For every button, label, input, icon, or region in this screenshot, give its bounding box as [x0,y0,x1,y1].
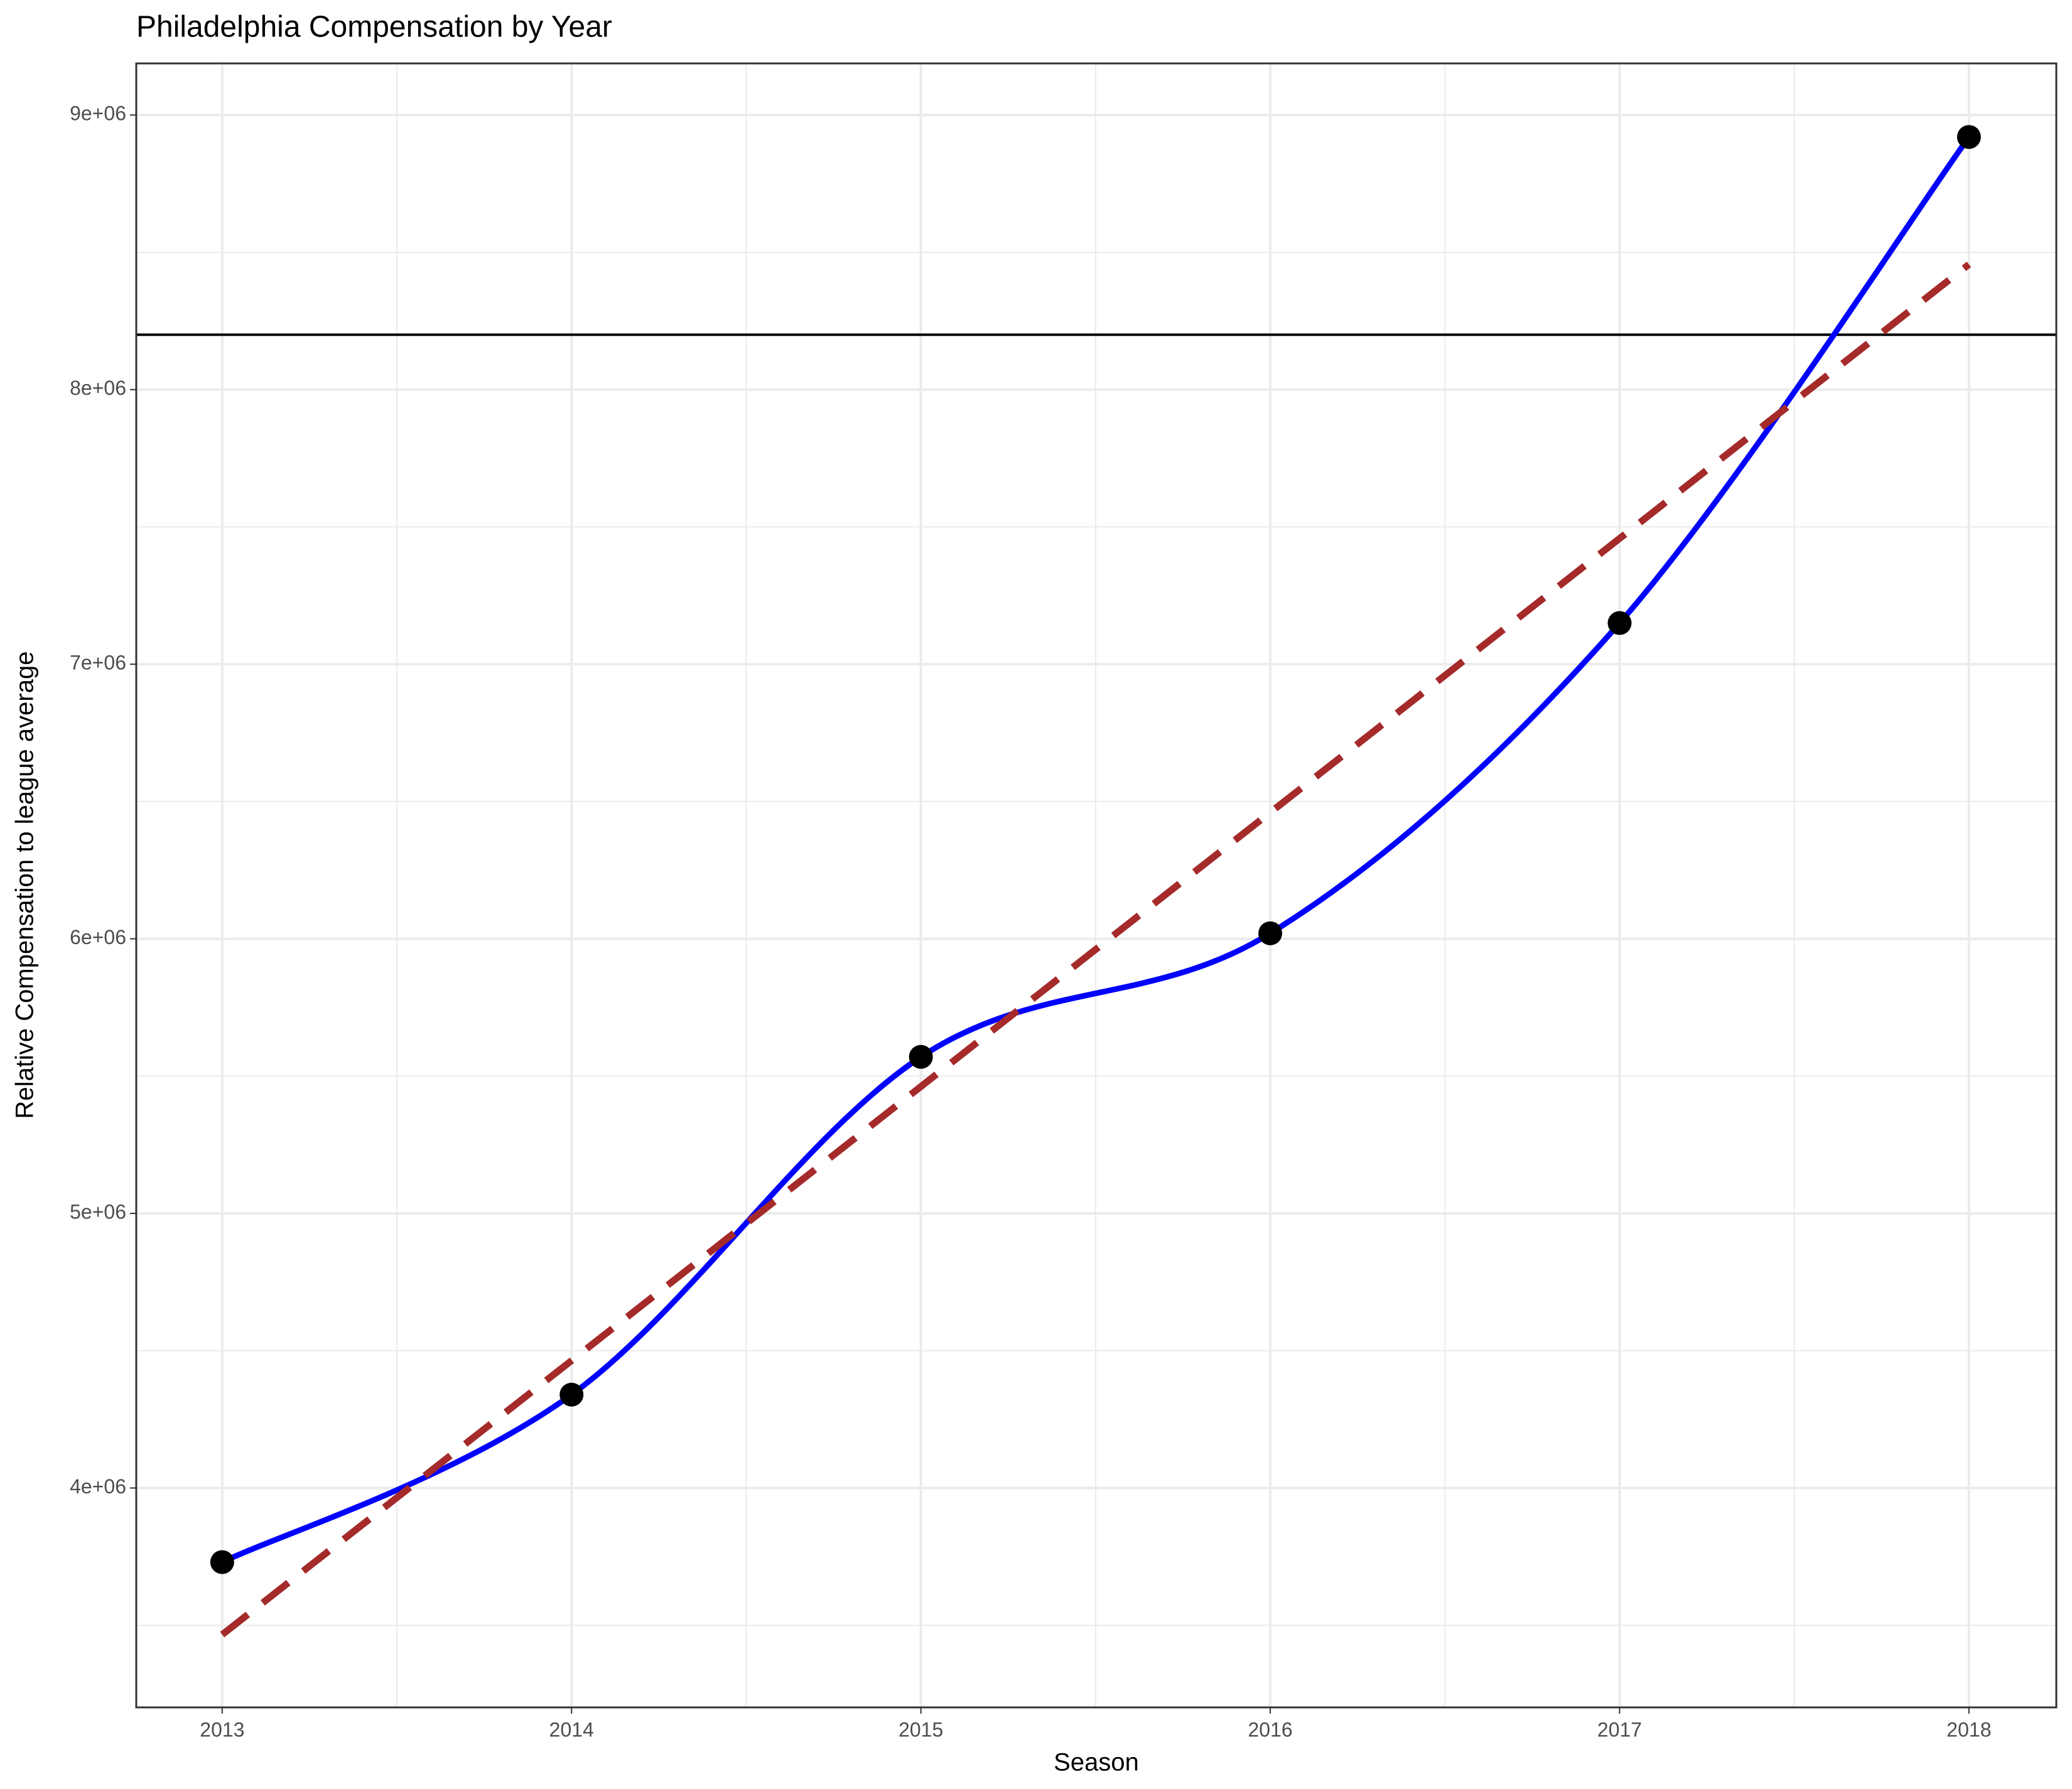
point [1956,125,1981,149]
x-axis-label: Season [1054,1749,1139,1776]
x-tick-label: 2018 [1946,1718,1991,1741]
x-tick-label: 2013 [200,1718,244,1741]
point [1258,921,1283,945]
chart-title: Philadelphia Compensation by Year [136,11,612,44]
point [909,1045,933,1069]
y-tick-label: 7e+06 [70,652,126,674]
y-tick-label: 6e+06 [70,926,126,948]
x-tick-label: 2017 [1597,1718,1642,1741]
point [210,1550,234,1574]
y-axis-label: Relative Compensation to league average [11,652,39,1119]
x-tick-label: 2014 [549,1718,594,1741]
point [1607,611,1632,635]
y-tick-label: 5e+06 [70,1200,126,1223]
y-tick-label: 8e+06 [70,377,126,399]
trend-line [220,261,1972,1638]
point [559,1382,584,1407]
y-tick-label: 4e+06 [70,1475,126,1498]
x-tick-label: 2015 [898,1718,943,1741]
x-tick-label: 2016 [1248,1718,1292,1741]
panel-border [135,62,2058,1709]
y-tick-label: 9e+06 [70,102,126,125]
smooth-line [220,135,1972,1565]
